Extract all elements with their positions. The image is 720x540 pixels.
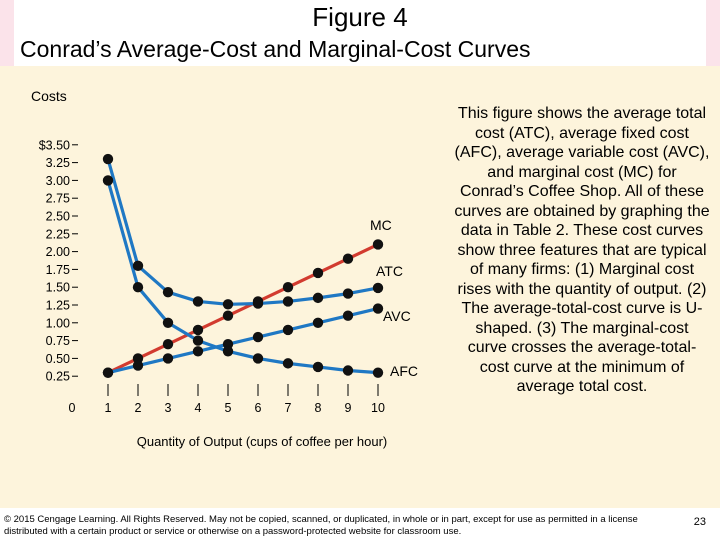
- avc-data-point: [342, 310, 354, 321]
- y-tick-label: 1.00: [46, 316, 70, 330]
- avc-data-point: [102, 367, 114, 378]
- afc-data-point: [342, 365, 354, 376]
- x-tick-label: 9: [345, 401, 352, 415]
- avc-curve-label: AVC: [383, 308, 411, 324]
- y-tick-label: 1.25: [46, 299, 70, 313]
- x-tick-label: 2: [135, 401, 142, 415]
- y-tick-label: 0.50: [46, 352, 70, 366]
- atc-data-point: [372, 282, 384, 294]
- mc-data-point: [132, 353, 144, 364]
- afc-data-point: [222, 346, 234, 357]
- title-bar: Figure 4 Conrad’s Average-Cost and Margi…: [0, 0, 720, 66]
- y-tick-label: 1.75: [46, 263, 70, 277]
- afc-series-line: [106, 179, 379, 375]
- x-tick-label: 10: [371, 401, 385, 415]
- atc-data-point: [312, 292, 324, 304]
- figure-title: Figure 4: [312, 2, 408, 32]
- x-tick-label: 3: [165, 401, 172, 415]
- mc-data-point: [342, 253, 354, 264]
- mc-data-point: [222, 310, 234, 321]
- avc-data-point: [252, 331, 264, 343]
- avc-series-line: [107, 307, 379, 375]
- avc-data-point: [162, 353, 174, 364]
- x-tick-label: 4: [195, 401, 202, 415]
- mc-curve-label: MC: [370, 217, 392, 233]
- afc-data-point: [312, 361, 324, 373]
- atc-data-point: [192, 296, 204, 307]
- atc-data-point: [282, 296, 294, 307]
- atc-curve-label: ATC: [376, 263, 403, 279]
- y-tick-label: 1.50: [46, 281, 70, 295]
- y-tick-label: 0.75: [46, 334, 70, 348]
- avc-data-point: [372, 303, 384, 314]
- atc-data-point: [102, 153, 114, 165]
- y-tick-label: $3.50: [39, 138, 70, 152]
- y-tick-label: 2.00: [46, 245, 70, 259]
- footer: [0, 508, 720, 540]
- atc-data-point: [342, 288, 354, 299]
- atc-data-point: [252, 298, 264, 309]
- y-axis-title: Costs: [31, 88, 67, 104]
- x-tick-label: 5: [225, 401, 232, 415]
- afc-data-point: [132, 282, 144, 293]
- x-tick-label: 0: [69, 401, 76, 415]
- y-tick-label: 3.00: [46, 174, 70, 188]
- decorative-edge-left: [0, 0, 14, 66]
- avc-data-point: [192, 346, 204, 357]
- x-axis-title: Quantity of Output (cups of coffee per h…: [137, 434, 388, 449]
- afc-data-point: [282, 358, 294, 369]
- mc-data-point: [372, 239, 384, 250]
- mc-data-point: [312, 267, 324, 279]
- page-number: 23: [693, 516, 706, 528]
- afc-data-point: [102, 175, 114, 186]
- decorative-edge-right: [706, 0, 720, 66]
- y-tick-label: 2.75: [46, 192, 70, 206]
- figure-caption: This figure shows the average total cost…: [454, 105, 710, 395]
- atc-data-point: [132, 260, 144, 272]
- atc-data-point: [162, 286, 174, 298]
- avc-data-point: [282, 324, 294, 336]
- afc-data-point: [162, 317, 174, 328]
- avc-data-point: [312, 317, 324, 328]
- afc-data-point: [372, 367, 384, 378]
- x-tick-label: 7: [285, 401, 292, 415]
- copyright-notice: © 2015 Cengage Learning. All Rights Rese…: [4, 514, 638, 537]
- mc-data-point: [282, 282, 294, 293]
- y-tick-label: 3.25: [46, 156, 70, 170]
- figure-panel: [0, 66, 720, 508]
- y-tick-label: 2.50: [46, 210, 70, 224]
- avc-data-point: [222, 338, 234, 350]
- figure-subtitle: Conrad’s Average-Cost and Marginal-Cost …: [20, 36, 531, 62]
- afc-data-point: [192, 335, 204, 346]
- afc-curve-label: AFC: [390, 363, 418, 379]
- x-tick-label: 1: [105, 401, 112, 415]
- x-tick-label: 8: [315, 401, 322, 415]
- avc-data-point: [132, 360, 144, 371]
- mc-data-point: [192, 324, 204, 336]
- y-tick-label: 0.25: [46, 370, 70, 384]
- mc-data-point: [162, 338, 174, 350]
- atc-series-line: [106, 158, 379, 306]
- atc-data-point: [222, 299, 234, 310]
- afc-data-point: [252, 353, 264, 364]
- x-tick-label: 6: [255, 401, 262, 415]
- y-tick-label: 2.25: [46, 227, 70, 241]
- mc-series-line: [107, 243, 379, 375]
